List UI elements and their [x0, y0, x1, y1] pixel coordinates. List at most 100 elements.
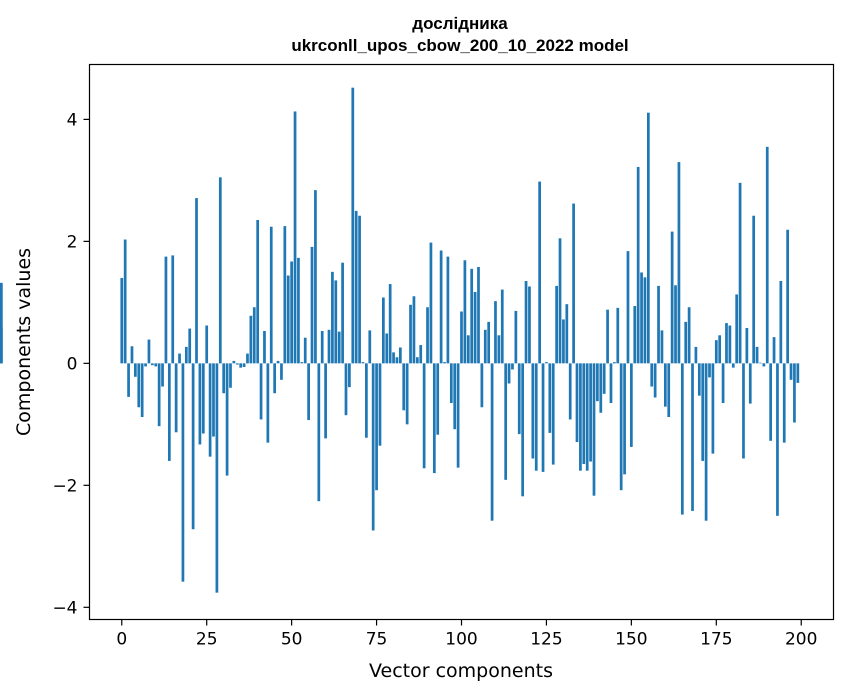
bar — [494, 301, 497, 364]
bar — [161, 363, 164, 387]
bar — [534, 363, 538, 471]
bar — [439, 250, 443, 364]
bar — [307, 363, 310, 421]
bar — [303, 337, 307, 364]
bar — [776, 363, 779, 516]
bar — [344, 363, 348, 416]
bar — [704, 363, 708, 521]
bar — [331, 271, 334, 364]
bar — [721, 363, 725, 403]
bar — [334, 280, 338, 364]
bar — [266, 363, 270, 443]
bar — [735, 294, 739, 364]
x-tick-label: 200 — [785, 630, 817, 650]
y-tick-label: −4 — [52, 598, 77, 618]
bar — [242, 363, 246, 368]
y-axis-label: Components values — [13, 248, 35, 436]
bar — [528, 286, 531, 364]
x-axis-ticks: 0 25 50 75 100 125 150 175 200 — [116, 619, 817, 650]
bar — [585, 363, 589, 471]
bar — [174, 363, 178, 433]
bar — [521, 363, 525, 497]
y-tick-label: −2 — [52, 476, 77, 496]
bar — [779, 281, 783, 364]
bar — [178, 353, 181, 364]
bar — [755, 346, 759, 364]
bar — [351, 87, 355, 364]
bar — [252, 307, 256, 364]
bar — [239, 363, 243, 368]
bar — [273, 363, 277, 394]
chart-title-line-1: дослідника — [412, 14, 508, 33]
y-tick-label: 2 — [67, 232, 78, 252]
bar — [426, 307, 429, 364]
bar — [694, 346, 698, 364]
bar — [154, 363, 158, 367]
bar — [378, 363, 382, 446]
bar — [409, 304, 412, 364]
bar — [134, 363, 137, 377]
bar — [606, 309, 609, 364]
bar — [759, 362, 762, 364]
bar — [582, 363, 586, 464]
bar — [412, 296, 416, 364]
bar — [565, 304, 569, 364]
bar — [725, 323, 728, 364]
bar — [205, 325, 209, 364]
bar — [375, 363, 378, 491]
x-tick-label: 175 — [700, 630, 732, 650]
bar — [579, 363, 582, 471]
bar — [361, 362, 365, 364]
bar — [229, 363, 232, 388]
bar — [714, 340, 718, 364]
bar — [701, 363, 705, 461]
bar — [198, 363, 202, 445]
bar — [137, 363, 141, 408]
bar — [517, 363, 521, 435]
bar — [449, 363, 453, 403]
bar — [538, 181, 541, 364]
bar — [772, 337, 776, 364]
x-tick-label: 0 — [116, 630, 127, 650]
bar — [745, 327, 749, 364]
bar — [395, 357, 399, 364]
bar — [446, 256, 450, 364]
bar — [718, 335, 722, 364]
bar — [497, 335, 501, 364]
bar — [504, 363, 508, 480]
bar — [436, 363, 440, 435]
bar — [456, 363, 460, 468]
plot-frame — [88, 63, 835, 621]
bar — [663, 363, 667, 407]
bar — [599, 363, 603, 413]
bar — [643, 277, 647, 364]
bar — [297, 257, 300, 364]
bar — [616, 307, 620, 364]
bar — [633, 306, 637, 364]
bar — [188, 328, 192, 364]
bar — [280, 363, 283, 380]
bar — [752, 215, 756, 364]
bar — [473, 291, 477, 364]
bar — [796, 363, 800, 383]
bar — [256, 220, 260, 364]
bar — [402, 363, 406, 411]
bar — [181, 363, 185, 582]
bar — [300, 362, 304, 364]
bar — [602, 363, 606, 394]
bar — [201, 363, 205, 434]
bar — [212, 363, 215, 437]
bar — [748, 363, 752, 404]
bar — [626, 251, 630, 364]
bar — [215, 363, 219, 593]
bar — [368, 330, 372, 364]
bar — [636, 166, 640, 364]
bar — [609, 363, 613, 403]
bar — [640, 272, 643, 364]
bar — [674, 285, 677, 364]
bar — [500, 289, 504, 364]
chart-title-line-2: ukrconll_upos_cbow_200_10_2022 model — [291, 36, 628, 55]
bar — [460, 311, 463, 364]
bar — [466, 335, 470, 364]
bar — [728, 325, 732, 364]
